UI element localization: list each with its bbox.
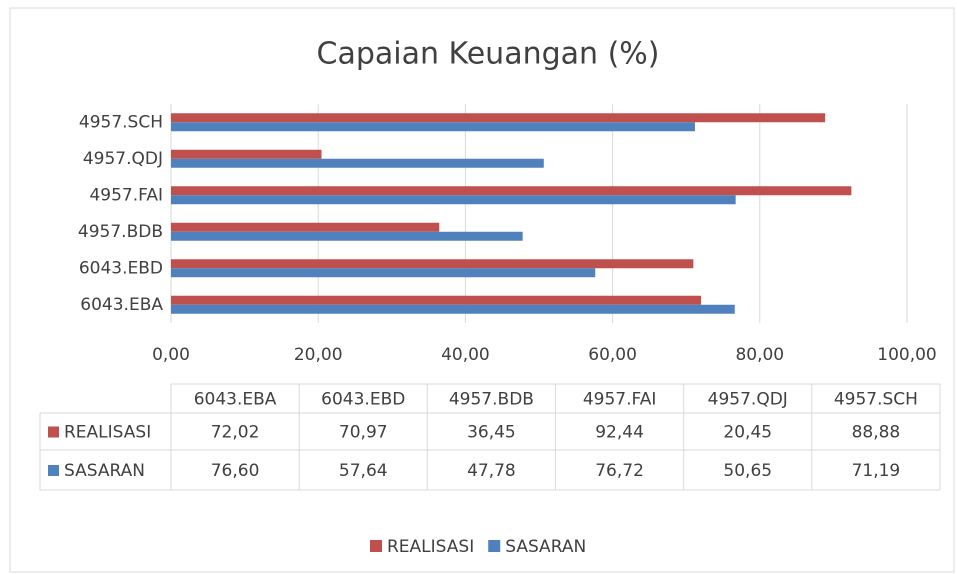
table-cell: 36,45 (467, 423, 516, 443)
legend-key (370, 540, 382, 552)
x-tick-label: 20,00 (294, 345, 343, 365)
bar (171, 295, 702, 305)
table-cell: 76,60 (211, 461, 260, 481)
bar (171, 268, 596, 278)
table-legend-key (48, 426, 59, 438)
table-cell: 50,65 (723, 461, 772, 481)
bar (171, 259, 694, 269)
table-header: 4957.FAI (583, 390, 657, 410)
x-tick-label: 40,00 (441, 345, 490, 365)
table-header: 6043.EBD (321, 390, 405, 410)
table-cell: 92,44 (595, 423, 644, 443)
bar (171, 222, 440, 232)
y-tick-label: 4957.BDB (78, 222, 163, 242)
table-header: 4957.BDB (449, 390, 534, 410)
table-legend-key (48, 465, 59, 476)
chart-title: Capaian Keuangan (%) (317, 37, 660, 72)
table-header: 6043.EBA (194, 390, 277, 410)
legend-key (488, 540, 501, 552)
table-cell: 47,78 (467, 461, 516, 481)
table-cell: 70,97 (339, 423, 388, 443)
bar (171, 149, 322, 159)
table-header: 4957.QDJ (708, 390, 788, 410)
bar (171, 113, 826, 123)
table-cell: 88,88 (852, 423, 901, 443)
y-tick-label: 6043.EBD (79, 258, 163, 278)
bar (171, 304, 735, 314)
table-cell: 20,45 (723, 423, 772, 443)
table-cell: 76,72 (595, 461, 644, 481)
table-cell: 71,19 (852, 461, 901, 481)
x-tick-label: 100,00 (877, 345, 936, 365)
bar (171, 195, 736, 205)
bar (171, 186, 852, 196)
table-row-label: REALISASI (64, 423, 151, 443)
y-tick-label: 4957.QDJ (83, 149, 163, 169)
chart-border (9, 7, 955, 573)
y-tick-label: 4957.SCH (79, 112, 163, 132)
x-tick-label: 60,00 (588, 345, 637, 365)
x-tick-label: 80,00 (735, 345, 784, 365)
table-cell: 72,02 (211, 423, 260, 443)
legend-label: REALISASI (387, 537, 474, 557)
y-tick-label: 6043.EBA (80, 295, 163, 315)
table-cell: 57,64 (339, 461, 388, 481)
x-tick-label: 0,00 (152, 345, 190, 365)
table-row-label: SASARAN (64, 461, 145, 481)
legend-label: SASARAN (505, 537, 586, 557)
bar (171, 231, 523, 241)
table-header: 4957.SCH (834, 390, 918, 410)
bar (171, 158, 544, 168)
y-tick-label: 4957.FAI (89, 185, 163, 205)
bar (171, 122, 695, 132)
